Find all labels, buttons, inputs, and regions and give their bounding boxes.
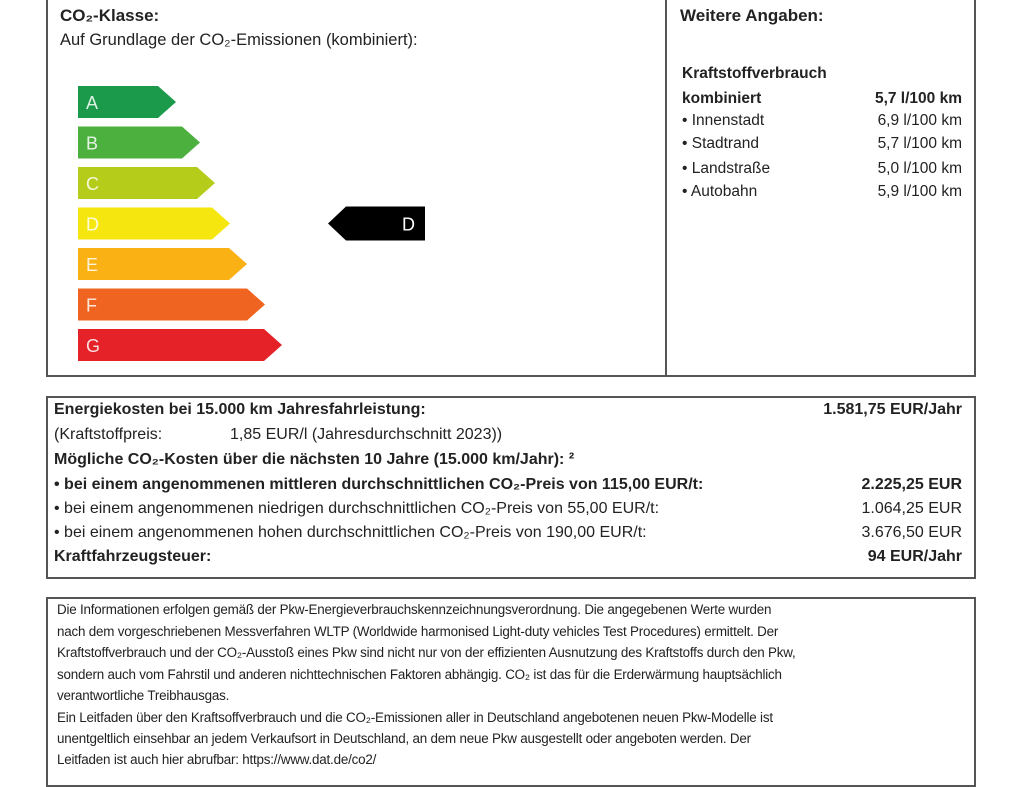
legal-notice-panel: Die Informationen erfolgen gemäß der Pkw… — [46, 597, 976, 787]
notice-line: nach dem vorgeschriebenen Messverfahren … — [57, 624, 779, 639]
class-bar-label: E — [86, 255, 98, 275]
co2-class-title: CO₂-Klasse: — [60, 6, 160, 25]
class-bar-c — [78, 167, 215, 199]
further-info-panel — [665, 0, 976, 377]
vehicle-tax-value: 94 EUR/Jahr — [867, 548, 962, 565]
notice-line: unentgeltlich einsehbar an jedem Verkauf… — [57, 731, 751, 746]
class-bar-a — [78, 86, 176, 118]
class-bar-label: F — [86, 296, 97, 316]
consumption-label: • Innenstadt — [682, 112, 765, 129]
class-bar-e — [78, 248, 247, 280]
co2-cost-low-label: • bei einem angenommenen niedrigen durch… — [54, 500, 660, 517]
consumption-value: 5,7 l/100 km — [877, 135, 962, 152]
co2-cost-high-value: 3.676,50 EUR — [861, 524, 962, 541]
class-bar-b — [78, 126, 200, 159]
fuel-price-label: (Kraftstoffpreis: — [54, 426, 163, 443]
consumption-label: • Stadtrand — [682, 135, 759, 152]
fuel-consumption-heading: Kraftstoffverbrauch — [682, 65, 827, 82]
consumption-label: • Landstraße — [682, 160, 771, 177]
consumption-value: 5,0 l/100 km — [877, 160, 962, 177]
consumption-label: kombiniert — [682, 90, 762, 107]
class-bar-label: D — [86, 215, 99, 235]
current-class-marker — [328, 206, 425, 241]
co2-class-subtitle: Auf Grundlage der CO₂-Emissionen (kombin… — [60, 31, 418, 49]
co2-cost-heading: Mögliche CO₂-Kosten über die nächsten 10… — [54, 451, 575, 468]
notice-line: Kraftstoffverbrauch und der CO₂-Ausstoß … — [57, 645, 796, 660]
class-bar-d — [78, 207, 230, 240]
class-bar-label: C — [86, 174, 99, 194]
costs-panel: Energiekosten bei 15.000 km Jahresfahrle… — [46, 396, 976, 579]
notice-line: Die Informationen erfolgen gemäß der Pkw… — [57, 602, 772, 617]
class-bar-g — [78, 329, 282, 361]
consumption-value: 6,9 l/100 km — [877, 112, 962, 129]
co2-cost-mid-value: 2.225,25 EUR — [861, 476, 962, 493]
vehicle-tax-label: Kraftfahrzeugsteuer: — [54, 548, 212, 565]
current-class-label: D — [402, 215, 415, 235]
class-bar-label: G — [86, 336, 100, 356]
co2-cost-high-label: • bei einem angenommenen hohen durchschn… — [54, 524, 647, 541]
further-info-title: Weitere Angaben: — [680, 6, 824, 25]
consumption-value: 5,7 l/100 km — [874, 90, 962, 107]
co2-cost-low-value: 1.064,25 EUR — [861, 500, 962, 517]
notice-line: verantwortliche Treibhausgas. — [57, 688, 230, 703]
consumption-label: • Autobahn — [682, 183, 758, 200]
consumption-value: 5,9 l/100 km — [877, 183, 962, 200]
fuel-price-value: 1,85 EUR/l (Jahresdurchschnitt 2023)) — [230, 426, 503, 443]
notice-line: Ein Leitfaden über den Kraftsoffverbrauc… — [57, 710, 773, 725]
co2-cost-mid-label: • bei einem angenommenen mittleren durch… — [54, 476, 704, 493]
class-bar-label: A — [86, 93, 98, 113]
notice-line: sondern auch vom Fahrstil und anderen ni… — [57, 667, 782, 682]
class-bar-f — [78, 288, 265, 321]
energy-cost-value: 1.581,75 EUR/Jahr — [823, 401, 962, 418]
energy-cost-label: Energiekosten bei 15.000 km Jahresfahrle… — [54, 401, 426, 418]
notice-line: Leitfaden ist auch hier abrufbar: https:… — [57, 752, 377, 767]
class-bar-label: B — [86, 134, 98, 154]
